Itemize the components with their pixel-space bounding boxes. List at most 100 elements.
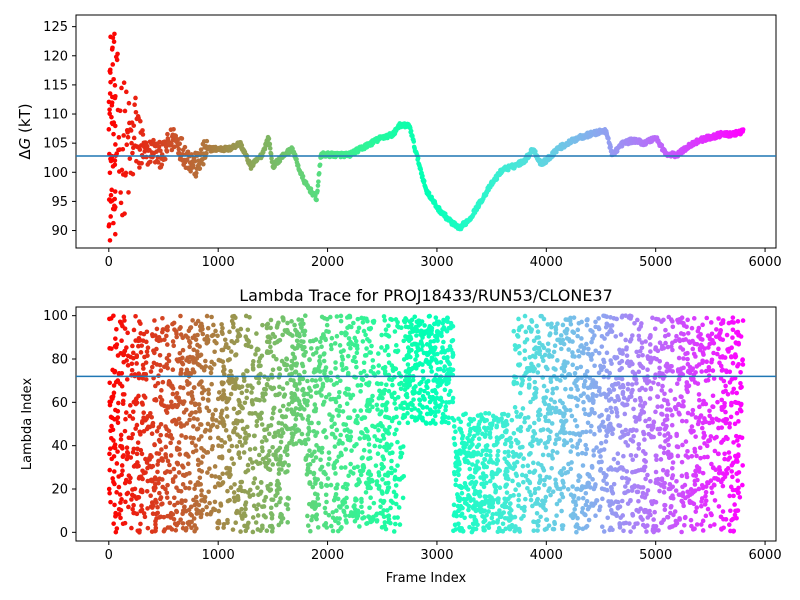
lambda-point	[108, 428, 113, 434]
lambda-point	[374, 479, 380, 484]
delta-g-point	[106, 197, 112, 202]
lambda-point	[359, 376, 365, 382]
lambda-point	[179, 433, 184, 438]
lambda-point	[114, 342, 120, 347]
lambda-point	[566, 461, 571, 467]
delta-g-y-tick-label: 105	[43, 137, 68, 152]
lambda-point	[111, 479, 116, 485]
lambda-point	[516, 316, 521, 322]
lambda-point	[134, 361, 139, 366]
lambda-point	[276, 471, 282, 476]
lambda-point	[344, 520, 349, 525]
lambda-point	[256, 359, 262, 364]
lambda-point	[123, 410, 129, 415]
lambda-point	[134, 451, 140, 457]
lambda-point	[219, 444, 225, 449]
lambda-point	[369, 343, 374, 349]
lambda-point	[213, 328, 218, 334]
lambda-point	[571, 494, 576, 500]
lambda-point	[360, 339, 366, 344]
lambda-point	[144, 488, 150, 494]
lambda-point	[135, 494, 141, 500]
lambda-point	[249, 390, 254, 395]
lambda-point	[379, 390, 384, 395]
lambda-point	[374, 381, 380, 386]
lambda-point	[557, 470, 563, 475]
lambda-point	[598, 392, 604, 397]
lambda-point	[378, 411, 383, 416]
lambda-point	[165, 324, 170, 330]
lambda-point	[323, 435, 329, 440]
lambda-point	[202, 387, 207, 393]
lambda-point	[414, 333, 419, 338]
lambda-point	[592, 501, 598, 506]
lambda-point	[585, 420, 591, 426]
lambda-point	[279, 512, 284, 518]
lambda-point	[381, 508, 386, 513]
lambda-point	[305, 523, 311, 528]
lambda-point	[226, 345, 231, 351]
lambda-point	[203, 358, 208, 364]
lambda-point	[298, 439, 304, 445]
lambda-point	[585, 480, 591, 486]
lambda-point	[583, 442, 588, 448]
lambda-point	[294, 332, 300, 338]
lambda-point	[367, 449, 372, 454]
lambda-point	[431, 378, 436, 383]
lambda-point	[358, 370, 364, 376]
lambda-point	[510, 478, 515, 484]
lambda-point	[495, 458, 501, 463]
lambda-point	[389, 377, 395, 383]
lambda-point	[384, 441, 390, 447]
lambda-point	[544, 517, 549, 522]
lambda-point	[438, 378, 444, 384]
lambda-point	[379, 466, 385, 471]
lambda-point	[194, 526, 199, 531]
lambda-point	[243, 334, 249, 340]
delta-g-point	[106, 127, 112, 132]
lambda-point	[532, 379, 538, 385]
lambda-point	[282, 362, 287, 368]
lambda-point	[170, 321, 175, 327]
lambda-point	[550, 489, 556, 494]
lambda-point	[501, 411, 507, 417]
lambda-point	[363, 480, 369, 486]
lambda-point	[152, 318, 157, 323]
delta-g-point	[130, 171, 136, 177]
lambda-point	[368, 495, 373, 501]
lambda-point	[239, 479, 245, 485]
lambda-point	[167, 500, 173, 506]
lambda-point	[293, 416, 299, 422]
lambda-point	[212, 499, 218, 505]
lambda-point	[259, 422, 265, 427]
lambda-point	[159, 456, 165, 461]
lambda-point	[191, 435, 196, 441]
lambda-point	[409, 414, 415, 420]
lambda-point	[392, 401, 397, 406]
lambda-point	[124, 377, 130, 382]
lambda-point	[216, 520, 222, 526]
lambda-point	[338, 318, 344, 324]
lambda-point	[170, 419, 175, 424]
lambda-point	[575, 327, 581, 333]
lambda-point	[110, 367, 115, 373]
lambda-point	[581, 346, 587, 352]
lambda-point	[139, 507, 145, 513]
lambda-point	[436, 409, 441, 414]
lambda-point	[603, 439, 609, 444]
lambda-point	[364, 408, 370, 413]
lambda-point	[119, 472, 124, 478]
lambda-point	[221, 388, 226, 393]
lambda-point	[395, 463, 400, 468]
delta-g-point	[133, 109, 139, 115]
lambda-point	[157, 352, 163, 358]
lambda-point	[452, 471, 457, 477]
lambda-point	[244, 395, 250, 401]
lambda-point	[160, 315, 165, 321]
lambda-point	[195, 342, 200, 348]
lambda-point	[338, 432, 343, 438]
lambda-point	[148, 411, 153, 416]
delta-g-point	[107, 238, 113, 243]
lambda-point	[428, 339, 434, 344]
lambda-point	[254, 459, 259, 465]
